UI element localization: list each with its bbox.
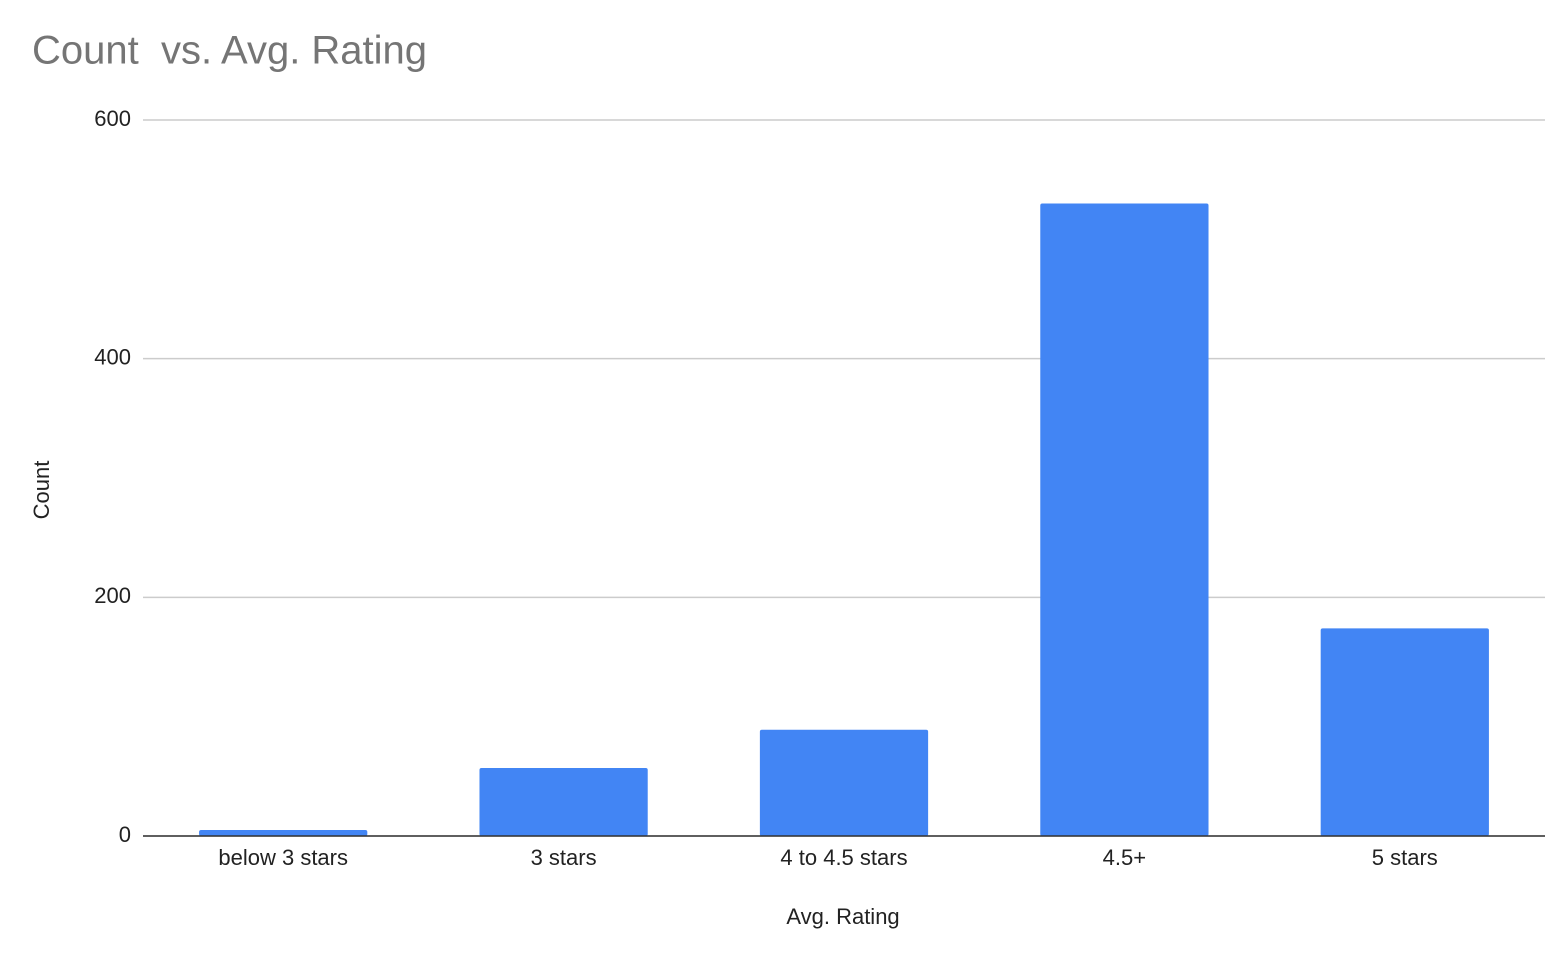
x-tick-label: below 3 stars (218, 845, 348, 870)
bar (199, 830, 368, 836)
bar (1040, 203, 1209, 837)
x-tick-label: 3 stars (531, 845, 597, 870)
x-axis-label: Avg. Rating (786, 904, 899, 929)
x-tick-label: 4.5+ (1103, 845, 1146, 870)
y-tick-label: 400 (94, 344, 131, 369)
x-tick-label: 5 stars (1372, 845, 1438, 870)
y-tick-label: 0 (119, 822, 131, 847)
bar (479, 767, 648, 836)
y-tick-label: 200 (94, 583, 131, 608)
bar (759, 729, 929, 836)
y-axis-label: Count (29, 461, 54, 520)
chart-title: Count vs. Avg. Rating (32, 29, 427, 73)
bar (1320, 628, 1489, 836)
y-tick-label: 600 (94, 106, 131, 131)
x-tick-label: 4 to 4.5 stars (780, 845, 907, 870)
